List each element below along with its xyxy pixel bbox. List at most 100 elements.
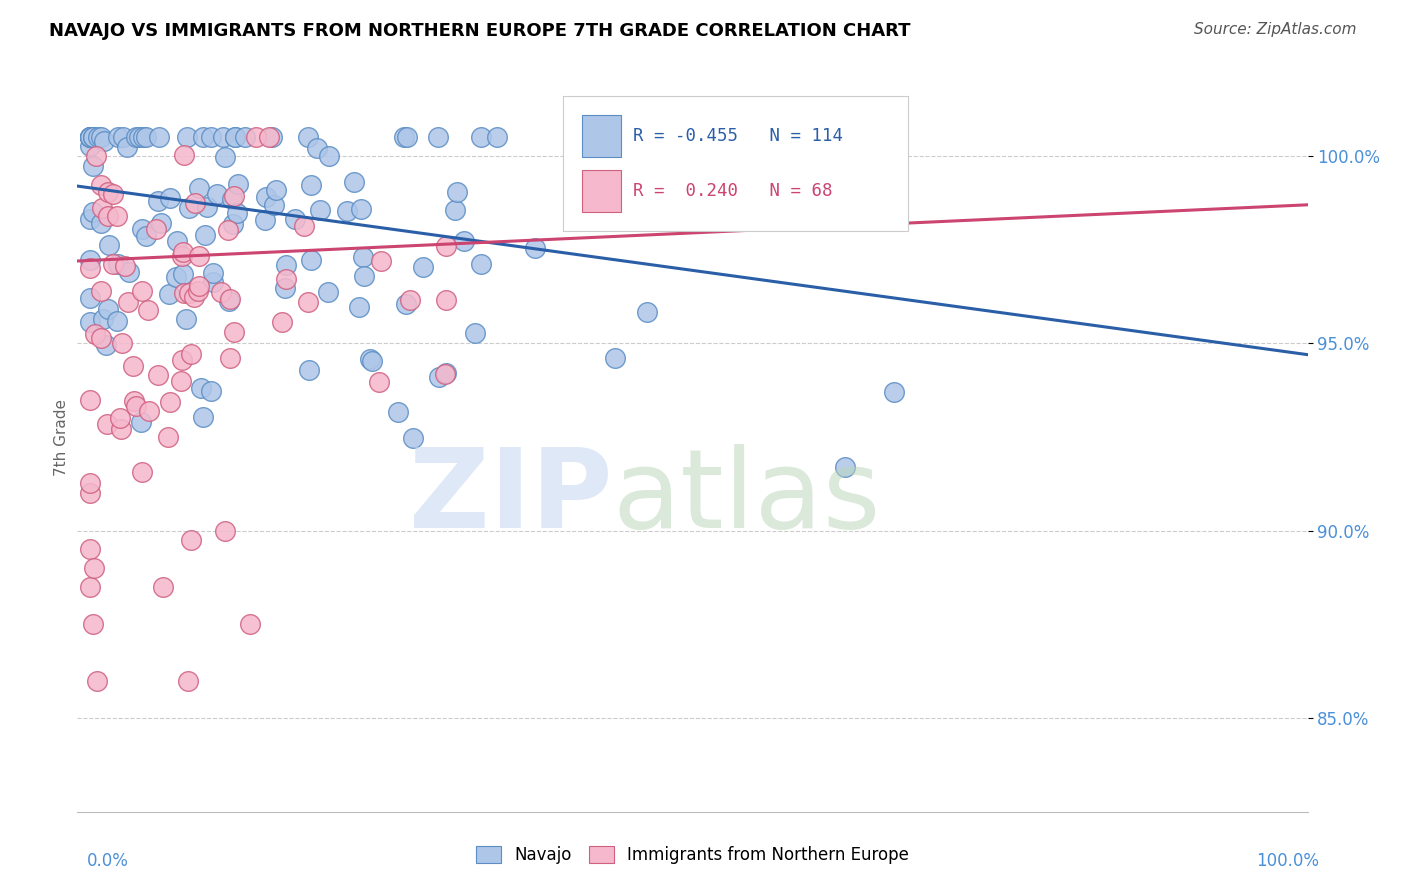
Navajo	[284, 212, 307, 227]
Navajo	[297, 130, 319, 145]
Navajo	[359, 352, 381, 367]
Immigrants from Northern Europe	[187, 279, 209, 293]
Immigrants from Northern Europe	[159, 395, 181, 409]
Navajo	[79, 130, 101, 145]
Navajo	[603, 351, 626, 365]
Navajo	[396, 130, 419, 145]
Navajo	[87, 130, 110, 145]
Immigrants from Northern Europe	[110, 422, 132, 436]
Navajo	[148, 130, 170, 145]
Navajo	[224, 130, 246, 145]
Navajo	[636, 305, 658, 319]
Navajo	[664, 153, 686, 168]
Immigrants from Northern Europe	[84, 326, 107, 341]
Navajo	[202, 266, 225, 280]
Navajo	[146, 194, 169, 209]
Navajo	[172, 267, 194, 281]
Immigrants from Northern Europe	[188, 249, 211, 263]
Immigrants from Northern Europe	[173, 148, 195, 162]
Immigrants from Northern Europe	[91, 201, 114, 215]
Immigrants from Northern Europe	[224, 189, 246, 203]
Y-axis label: 7th Grade: 7th Grade	[53, 399, 69, 475]
Navajo	[157, 287, 180, 301]
Navajo	[79, 291, 101, 305]
Navajo	[93, 134, 115, 148]
Immigrants from Northern Europe	[218, 351, 240, 365]
Immigrants from Northern Europe	[79, 580, 101, 594]
Navajo	[352, 250, 374, 264]
Navajo	[79, 130, 101, 145]
Navajo	[427, 370, 450, 384]
Navajo	[274, 281, 297, 295]
Immigrants from Northern Europe	[292, 219, 315, 233]
Immigrants from Northern Europe	[209, 285, 232, 300]
Navajo	[470, 130, 492, 145]
Navajo	[128, 130, 150, 145]
Immigrants from Northern Europe	[90, 330, 112, 344]
Immigrants from Northern Europe	[169, 374, 191, 388]
Navajo	[226, 206, 249, 220]
Immigrants from Northern Europe	[271, 315, 294, 329]
Navajo	[150, 216, 173, 230]
Navajo	[94, 338, 117, 352]
Navajo	[309, 202, 332, 217]
Immigrants from Northern Europe	[245, 130, 267, 145]
Navajo	[90, 130, 112, 145]
Navajo	[264, 183, 287, 197]
Immigrants from Northern Europe	[219, 292, 242, 306]
Navajo	[301, 178, 323, 192]
Navajo	[434, 366, 457, 380]
Navajo	[115, 140, 138, 154]
Navajo	[191, 409, 214, 424]
Navajo	[135, 229, 157, 244]
Legend: Navajo, Immigrants from Northern Europe: Navajo, Immigrants from Northern Europe	[470, 839, 915, 871]
Immigrants from Northern Europe	[131, 284, 153, 298]
Immigrants from Northern Europe	[136, 302, 159, 317]
Navajo	[125, 130, 148, 145]
Immigrants from Northern Europe	[170, 249, 193, 263]
Immigrants from Northern Europe	[433, 367, 456, 381]
Navajo	[307, 141, 329, 155]
Navajo	[211, 130, 233, 145]
Immigrants from Northern Europe	[111, 335, 134, 350]
Immigrants from Northern Europe	[124, 393, 146, 408]
Immigrants from Northern Europe	[105, 209, 128, 223]
Immigrants from Northern Europe	[138, 404, 160, 418]
Navajo	[159, 191, 181, 205]
Navajo	[318, 149, 340, 163]
Navajo	[98, 237, 121, 252]
Immigrants from Northern Europe	[79, 260, 101, 275]
Immigrants from Northern Europe	[177, 673, 200, 688]
Navajo	[221, 193, 243, 207]
Navajo	[233, 130, 256, 145]
Text: NAVAJO VS IMMIGRANTS FROM NORTHERN EUROPE 7TH GRADE CORRELATION CHART: NAVAJO VS IMMIGRANTS FROM NORTHERN EUROP…	[49, 22, 911, 40]
Navajo	[523, 241, 546, 255]
Navajo	[195, 200, 218, 214]
Immigrants from Northern Europe	[101, 187, 124, 202]
Navajo	[79, 253, 101, 268]
Navajo	[350, 202, 373, 216]
Navajo	[107, 257, 129, 271]
FancyBboxPatch shape	[582, 115, 621, 157]
Immigrants from Northern Europe	[124, 399, 146, 413]
Navajo	[205, 187, 228, 202]
Navajo	[253, 213, 276, 227]
Navajo	[412, 260, 434, 274]
Text: atlas: atlas	[613, 443, 882, 550]
Navajo	[112, 130, 135, 145]
Immigrants from Northern Europe	[297, 295, 319, 310]
Immigrants from Northern Europe	[96, 417, 118, 431]
Navajo	[191, 130, 214, 145]
Navajo	[177, 202, 200, 216]
Immigrants from Northern Europe	[398, 293, 420, 307]
Navajo	[834, 459, 856, 474]
Navajo	[262, 130, 284, 145]
Text: 100.0%: 100.0%	[1256, 852, 1319, 870]
Immigrants from Northern Europe	[79, 486, 101, 500]
Navajo	[395, 297, 418, 311]
Immigrants from Northern Europe	[84, 149, 107, 163]
Navajo	[402, 431, 425, 445]
Navajo	[336, 204, 359, 219]
Immigrants from Northern Europe	[157, 430, 180, 444]
Navajo	[298, 363, 321, 377]
